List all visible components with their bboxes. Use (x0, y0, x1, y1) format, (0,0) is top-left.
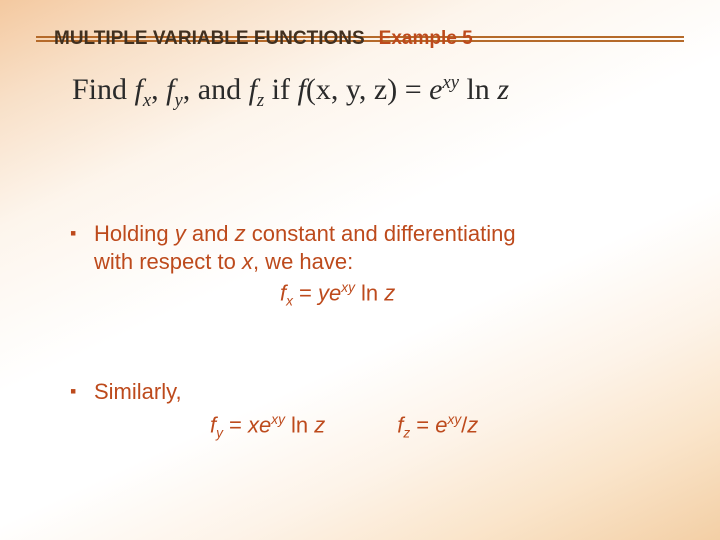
func-f: f (298, 73, 306, 106)
header-text-group: MULTIPLE VARIABLE FUNCTIONS Example 5 (36, 28, 483, 50)
fx-ln: ln (355, 280, 384, 305)
problem-statement: Find fx, fy, and fz if f(x, y, z) = exy … (72, 72, 702, 112)
sep2: , and (183, 73, 249, 106)
b1-t3: constant and differentiating (246, 221, 516, 246)
mid-if: if (264, 73, 297, 106)
b2-text: Similarly, (94, 379, 182, 404)
fy-ln: ln (285, 412, 314, 437)
b1-z: z (235, 221, 246, 246)
bullet-2: ▪ Similarly, (94, 378, 672, 406)
sub-y: y (174, 90, 182, 111)
b1-t2: and (186, 221, 235, 246)
equation-fz: fz = exy/z (397, 412, 478, 441)
var-e: e (429, 73, 442, 106)
fz-eq: = (410, 412, 435, 437)
ln-text: ln (459, 73, 497, 106)
var-f3: f (249, 73, 257, 106)
fy-lhs-sub: y (216, 426, 223, 441)
var-z: z (497, 73, 509, 106)
b1-y: y (175, 221, 186, 246)
equation-fy: fy = xexy ln z (210, 412, 325, 441)
bullet-1: ▪ Holding y and z constant and different… (94, 220, 672, 276)
var-f1: f (135, 73, 143, 106)
fz-z: z (467, 412, 478, 437)
equation-fy-fz-row: fy = xexy ln z fz = exy/z (210, 412, 478, 441)
sep1: , (151, 73, 166, 106)
b1-t4: with respect to (94, 249, 242, 274)
b1-t1: Holding (94, 221, 175, 246)
fy-z: z (314, 412, 325, 437)
slide-header: MULTIPLE VARIABLE FUNCTIONS Example 5 (36, 22, 684, 56)
equation-fx: fx = yexy ln z (280, 280, 395, 309)
fz-coef: e (435, 412, 447, 437)
bullet-icon: ▪ (70, 380, 76, 403)
func-args: (x, y, z) (306, 73, 397, 106)
fy-coef: xe (248, 412, 271, 437)
sub-x: x (143, 90, 151, 111)
text-prefix: Find (72, 73, 135, 106)
fx-exp: xy (341, 280, 355, 295)
b1-x: x (242, 249, 253, 274)
section-title: MULTIPLE VARIABLE FUNCTIONS (54, 28, 365, 50)
fx-coef: ye (318, 280, 341, 305)
fx-z: z (384, 280, 395, 305)
bullet-icon: ▪ (70, 222, 76, 245)
fy-exp: xy (271, 412, 285, 427)
fz-exp: xy (448, 412, 462, 427)
example-label: Example 5 (379, 28, 473, 50)
fx-eq: = (293, 280, 318, 305)
fx-lhs-sub: x (286, 294, 293, 309)
fy-eq: = (223, 412, 248, 437)
b1-t5: , we have: (253, 249, 353, 274)
sup-xy: xy (442, 72, 459, 93)
eq-sign: = (397, 73, 429, 106)
